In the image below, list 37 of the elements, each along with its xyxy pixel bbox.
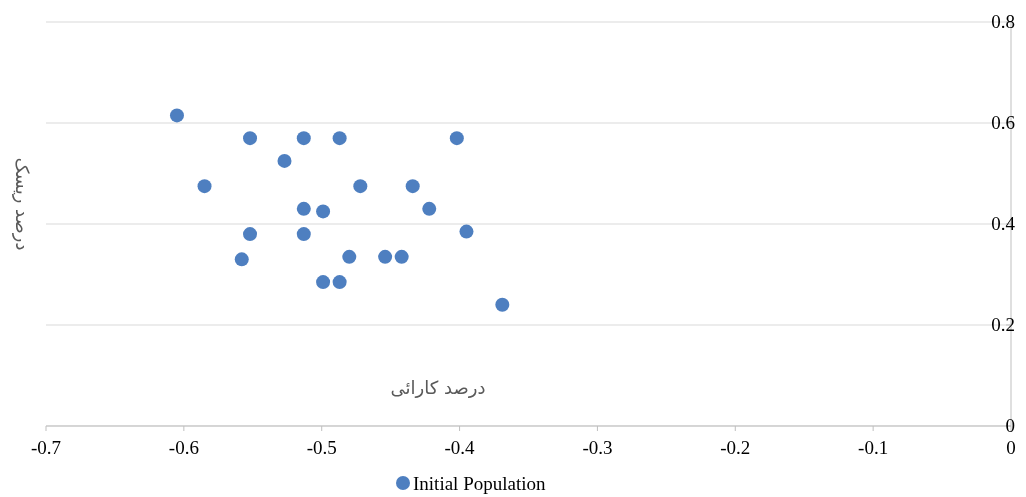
y-tick-label: 0.6	[991, 112, 1015, 133]
point	[243, 131, 258, 146]
x-tick-label: -0.5	[306, 437, 337, 458]
point	[296, 131, 311, 146]
point	[243, 227, 258, 242]
point	[449, 131, 464, 146]
x-tick-label: -0.1	[858, 437, 889, 458]
legend-label: Initial Population	[413, 473, 546, 494]
y-tick-label: 0	[1005, 415, 1015, 436]
point	[234, 252, 249, 267]
x-tick-label: -0.7	[30, 437, 62, 458]
point	[495, 297, 510, 312]
x-tick-label: -0.2	[720, 437, 751, 458]
point	[353, 179, 368, 194]
point	[378, 249, 393, 264]
point	[405, 179, 420, 194]
point	[332, 275, 347, 290]
y-axis-title: درصد ریسک	[12, 157, 33, 251]
point	[197, 179, 212, 194]
point	[422, 201, 437, 216]
x-axis-title: درصد کارائی	[390, 377, 486, 398]
point	[342, 249, 357, 264]
point	[459, 224, 474, 239]
y-tick-label: 0.4	[991, 213, 1016, 234]
x-tick-label: -0.4	[444, 437, 476, 458]
point	[316, 204, 331, 219]
y-tick-label: 0.2	[991, 314, 1015, 335]
point	[332, 131, 347, 146]
y-tick-label: 0.8	[991, 11, 1015, 32]
x-tick-label: -0.3	[582, 437, 613, 458]
point	[296, 201, 311, 216]
point	[394, 249, 409, 264]
point	[277, 153, 292, 168]
point	[316, 275, 331, 290]
x-tick-label: -0.6	[168, 437, 199, 458]
point	[296, 227, 311, 242]
point	[169, 108, 184, 123]
